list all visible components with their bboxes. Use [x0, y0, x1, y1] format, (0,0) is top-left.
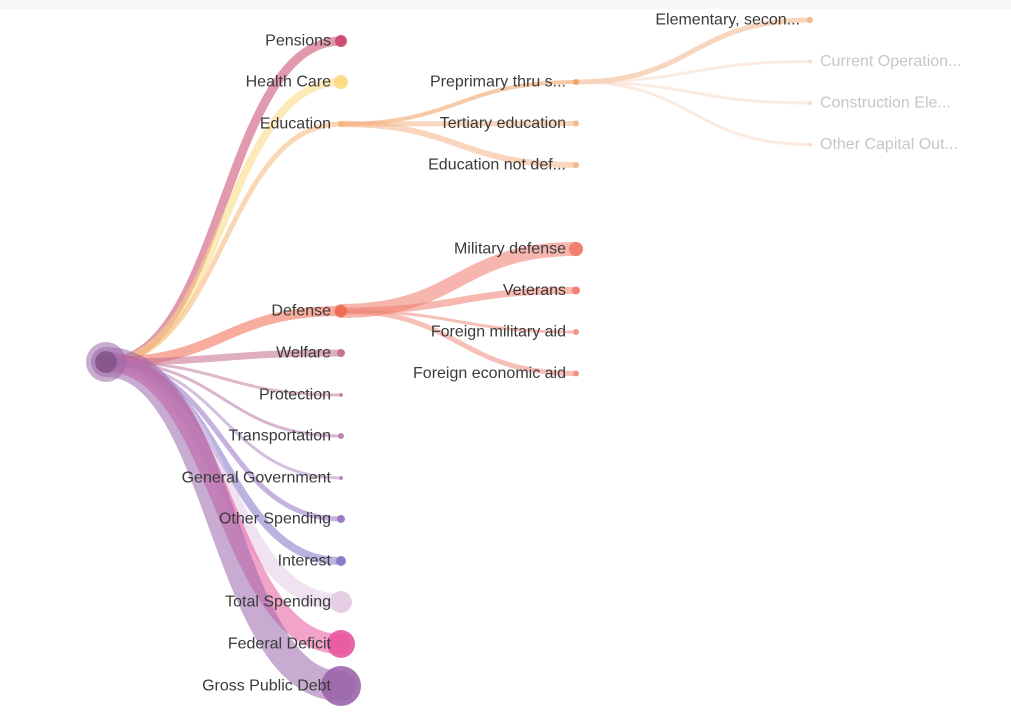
- node-marker-welfare[interactable]: [337, 349, 345, 357]
- node-welfare[interactable]: Welfare: [276, 345, 345, 362]
- node-marker-pensions[interactable]: [335, 35, 347, 47]
- node-label-fmil[interactable]: Foreign military aid: [431, 324, 566, 341]
- node-label-health[interactable]: Health Care: [246, 74, 331, 91]
- node-marker-veterans[interactable]: [572, 286, 580, 295]
- top-toolbar-strip: [0, 0, 1011, 9]
- node-marker-capout[interactable]: [808, 142, 812, 147]
- node-tertiary[interactable]: Tertiary education: [440, 115, 579, 132]
- node-marker-general[interactable]: [339, 476, 343, 480]
- node-elem[interactable]: Elementary, secon...: [655, 12, 813, 29]
- link-fecon: [338, 308, 579, 376]
- node-transport[interactable]: Transportation: [228, 428, 344, 445]
- node-marker-protection[interactable]: [339, 393, 343, 397]
- node-label-capout[interactable]: Other Capital Out...: [820, 136, 958, 153]
- node-marker-constr[interactable]: [808, 101, 812, 105]
- node-fecon[interactable]: Foreign economic aid: [413, 365, 579, 382]
- link-curop: [574, 60, 812, 84]
- node-marker-curop[interactable]: [808, 59, 812, 64]
- node-edu-nd[interactable]: Education not def...: [428, 157, 579, 174]
- root-node[interactable]: [95, 351, 117, 373]
- node-marker-deficit[interactable]: [327, 630, 355, 658]
- node-label-debt[interactable]: Gross Public Debt: [202, 678, 331, 695]
- node-label-defense[interactable]: Defense: [271, 303, 331, 320]
- node-defense[interactable]: Defense: [271, 303, 347, 320]
- node-marker-transport[interactable]: [338, 433, 344, 439]
- node-label-welfare[interactable]: Welfare: [276, 345, 331, 362]
- node-label-interest[interactable]: Interest: [278, 553, 332, 570]
- link-edu-nd: [338, 121, 579, 168]
- node-marker-other[interactable]: [337, 515, 345, 523]
- node-label-fecon[interactable]: Foreign economic aid: [413, 365, 566, 382]
- node-marker-total[interactable]: [330, 591, 352, 613]
- tree-nodes: Pensions Health Care Education Defense Welfa…: [182, 12, 961, 706]
- node-marker-education[interactable]: [338, 121, 344, 127]
- node-label-deficit[interactable]: Federal Deficit: [228, 636, 332, 653]
- node-label-education[interactable]: Education: [260, 116, 331, 133]
- node-education[interactable]: Education: [260, 116, 344, 133]
- node-label-elem[interactable]: Elementary, secon...: [655, 12, 800, 29]
- node-marker-health[interactable]: [334, 75, 348, 89]
- link-capout: [574, 80, 812, 146]
- node-label-constr[interactable]: Construction Ele...: [820, 95, 951, 112]
- link-elem: [573, 17, 813, 85]
- node-other[interactable]: Other Spending: [219, 511, 345, 528]
- node-marker-preprimary[interactable]: [573, 79, 579, 85]
- node-label-edu-nd[interactable]: Education not def...: [428, 157, 566, 174]
- node-label-veterans[interactable]: Veterans: [503, 282, 566, 299]
- link-veterans: [337, 287, 580, 315]
- node-label-transport[interactable]: Transportation: [228, 428, 331, 445]
- node-fmil[interactable]: Foreign military aid: [431, 324, 579, 341]
- node-marker-fecon[interactable]: [573, 370, 579, 377]
- node-label-other[interactable]: Other Spending: [219, 511, 331, 528]
- node-marker-fmil[interactable]: [573, 329, 579, 335]
- node-label-milit[interactable]: Military defense: [454, 241, 566, 258]
- node-capout[interactable]: Other Capital Out...: [808, 136, 958, 153]
- node-deficit[interactable]: Federal Deficit: [228, 630, 355, 658]
- node-label-preprimary[interactable]: Preprimary thru s...: [430, 74, 566, 91]
- node-label-curop[interactable]: Current Operation...: [820, 53, 961, 70]
- node-general[interactable]: General Government: [182, 470, 343, 487]
- node-constr[interactable]: Construction Ele...: [808, 95, 951, 112]
- link-constr: [574, 80, 812, 105]
- node-label-total[interactable]: Total Spending: [225, 594, 331, 611]
- node-milit[interactable]: Military defense: [454, 241, 583, 258]
- node-marker-defense[interactable]: [335, 305, 347, 317]
- node-total[interactable]: Total Spending: [225, 591, 352, 613]
- node-veterans[interactable]: Veterans: [503, 282, 580, 299]
- tree-root[interactable]: [86, 342, 126, 382]
- node-label-general[interactable]: General Government: [182, 470, 332, 487]
- link-education: [103, 121, 344, 365]
- node-marker-interest[interactable]: [336, 556, 346, 566]
- node-pensions[interactable]: Pensions: [265, 33, 347, 50]
- node-marker-elem[interactable]: [807, 17, 813, 23]
- node-protection[interactable]: Protection: [259, 387, 343, 404]
- node-label-protection[interactable]: Protection: [259, 387, 331, 404]
- node-marker-edu-nd[interactable]: [573, 162, 579, 168]
- node-label-tertiary[interactable]: Tertiary education: [440, 115, 566, 132]
- node-marker-milit[interactable]: [569, 242, 583, 256]
- link-debt: [91, 347, 356, 701]
- tree-links: [91, 17, 813, 701]
- node-label-pensions[interactable]: Pensions: [265, 33, 331, 50]
- node-marker-tertiary[interactable]: [573, 120, 579, 127]
- node-interest[interactable]: Interest: [278, 553, 346, 570]
- node-debt[interactable]: Gross Public Debt: [202, 666, 361, 706]
- node-health[interactable]: Health Care: [246, 74, 348, 91]
- node-marker-debt[interactable]: [321, 666, 361, 706]
- node-curop[interactable]: Current Operation...: [808, 53, 961, 70]
- node-preprimary[interactable]: Preprimary thru s...: [430, 74, 579, 91]
